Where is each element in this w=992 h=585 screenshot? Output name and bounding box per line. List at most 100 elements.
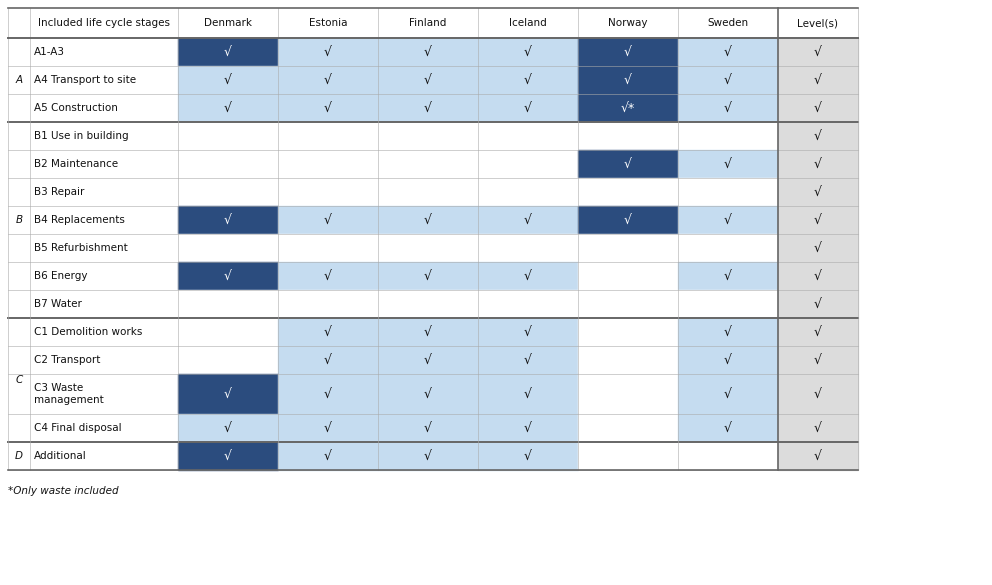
Bar: [578, 346, 678, 374]
Bar: [778, 178, 858, 206]
Bar: [578, 414, 678, 442]
Bar: [578, 442, 678, 470]
Text: C1 Demolition works: C1 Demolition works: [34, 327, 143, 337]
Bar: [378, 262, 478, 290]
Bar: [378, 150, 478, 178]
Bar: [278, 150, 378, 178]
Text: √: √: [524, 214, 532, 226]
Text: √: √: [724, 214, 732, 226]
Text: √: √: [724, 353, 732, 366]
Text: √: √: [324, 214, 332, 226]
Bar: [278, 38, 378, 66]
Text: √: √: [324, 353, 332, 366]
Bar: [478, 94, 578, 122]
Text: √: √: [324, 325, 332, 339]
Bar: [778, 234, 858, 262]
Bar: [678, 178, 778, 206]
Bar: [578, 178, 678, 206]
Bar: [778, 414, 858, 442]
Bar: [278, 290, 378, 318]
Bar: [278, 122, 378, 150]
Bar: [778, 262, 858, 290]
Bar: [378, 38, 478, 66]
Bar: [678, 374, 778, 414]
Bar: [478, 122, 578, 150]
Bar: [478, 262, 578, 290]
Bar: [378, 414, 478, 442]
Bar: [678, 122, 778, 150]
Bar: [178, 178, 278, 206]
Text: √: √: [524, 102, 532, 115]
Bar: [178, 290, 278, 318]
Bar: [778, 318, 858, 346]
Text: Estonia: Estonia: [309, 18, 347, 28]
Bar: [278, 234, 378, 262]
Text: Level(s): Level(s): [798, 18, 838, 28]
Bar: [678, 290, 778, 318]
Text: √: √: [724, 387, 732, 401]
Bar: [378, 122, 478, 150]
Text: √: √: [224, 74, 232, 87]
Text: √: √: [814, 242, 822, 254]
Text: √: √: [424, 270, 432, 283]
Bar: [678, 346, 778, 374]
Text: √: √: [324, 449, 332, 463]
Bar: [278, 94, 378, 122]
Bar: [478, 442, 578, 470]
Bar: [478, 374, 578, 414]
Text: √: √: [324, 74, 332, 87]
Bar: [678, 66, 778, 94]
Text: A: A: [16, 75, 23, 85]
Bar: [678, 94, 778, 122]
Text: A4 Transport to site: A4 Transport to site: [34, 75, 136, 85]
Bar: [178, 374, 278, 414]
Bar: [8, 178, 178, 206]
Text: √: √: [814, 185, 822, 198]
Bar: [478, 178, 578, 206]
Text: √: √: [724, 46, 732, 59]
Bar: [778, 122, 858, 150]
Bar: [8, 346, 178, 374]
Bar: [678, 150, 778, 178]
Text: √: √: [624, 74, 632, 87]
Bar: [578, 206, 678, 234]
Text: √: √: [524, 46, 532, 59]
Bar: [178, 346, 278, 374]
Bar: [8, 122, 178, 150]
Text: √: √: [224, 46, 232, 59]
Text: √: √: [814, 353, 822, 366]
Bar: [778, 38, 858, 66]
Text: √: √: [224, 422, 232, 435]
Bar: [678, 318, 778, 346]
Text: √: √: [724, 102, 732, 115]
Bar: [278, 374, 378, 414]
Text: √: √: [724, 270, 732, 283]
Text: Finland: Finland: [410, 18, 446, 28]
Bar: [178, 262, 278, 290]
Text: C3 Waste
management: C3 Waste management: [34, 383, 104, 405]
Text: √: √: [324, 422, 332, 435]
Text: B4 Replacements: B4 Replacements: [34, 215, 125, 225]
Text: Denmark: Denmark: [204, 18, 252, 28]
Bar: [778, 66, 858, 94]
Text: B2 Maintenance: B2 Maintenance: [34, 159, 118, 169]
Text: √: √: [724, 157, 732, 170]
Bar: [378, 94, 478, 122]
Bar: [678, 262, 778, 290]
Text: √: √: [524, 270, 532, 283]
Bar: [278, 206, 378, 234]
Text: √: √: [224, 449, 232, 463]
Text: √: √: [524, 387, 532, 401]
Bar: [578, 150, 678, 178]
Text: √: √: [224, 270, 232, 283]
Text: √: √: [324, 270, 332, 283]
Bar: [778, 150, 858, 178]
Bar: [8, 234, 178, 262]
Text: B6 Energy: B6 Energy: [34, 271, 87, 281]
Text: B5 Refurbishment: B5 Refurbishment: [34, 243, 128, 253]
Bar: [478, 290, 578, 318]
Bar: [378, 178, 478, 206]
Bar: [178, 38, 278, 66]
Bar: [178, 206, 278, 234]
Text: √: √: [224, 214, 232, 226]
